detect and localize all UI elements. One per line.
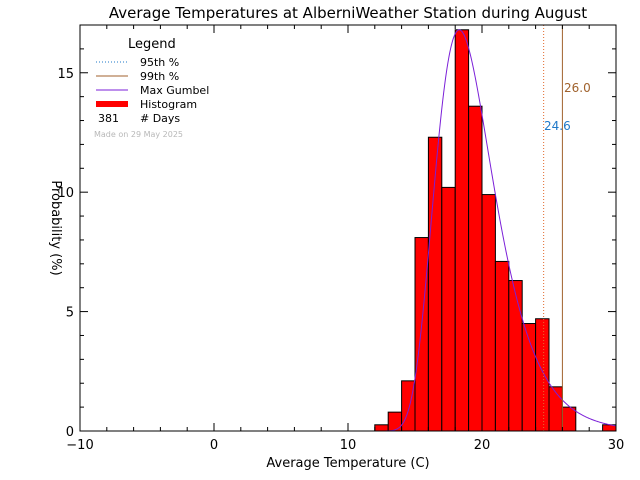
legend: Legend 95th % 99th % Max Gumbel Histogra…	[94, 37, 209, 139]
chart-title: Average Temperatures at AlberniWeather S…	[109, 4, 587, 22]
histogram-bar	[508, 280, 523, 432]
legend-label-95th: 95th %	[140, 56, 179, 69]
histogram-bar	[414, 237, 429, 432]
percentile-lines	[543, 25, 563, 431]
x-tick-label: 20	[474, 438, 491, 453]
histogram-bar	[548, 386, 563, 432]
legend-label-99th: 99th %	[140, 70, 179, 83]
x-axis-label: Average Temperature (C)	[266, 456, 429, 471]
y-tick-label: 10	[57, 186, 74, 201]
x-tick-label: 0	[210, 438, 218, 453]
y-axis-ticks: 0 5 10 15	[57, 48, 616, 440]
x-tick-label: 30	[608, 438, 625, 453]
histogram-bar	[441, 186, 456, 432]
legend-title: Legend	[128, 37, 176, 52]
y-tick-label: 15	[57, 67, 74, 82]
x-axis-ticks: −10 0 10 20 30	[66, 25, 624, 453]
x-tick-label: −10	[66, 438, 93, 453]
percentile-99-label: 26.0	[564, 81, 591, 95]
x-tick-label: 10	[340, 438, 357, 453]
histogram-bar	[387, 411, 403, 432]
histogram-bar	[535, 318, 550, 432]
y-axis-label: Probability (%)	[48, 180, 63, 275]
percentile-95-label: 24.6	[544, 119, 571, 133]
histogram-bar	[468, 105, 483, 432]
y-tick-label: 0	[66, 425, 74, 440]
y-tick-label: 5	[66, 306, 74, 321]
histogram-bar	[481, 194, 496, 432]
histogram-bar	[454, 29, 470, 432]
histogram-bar	[374, 424, 389, 432]
legend-count-label: # Days	[140, 112, 180, 125]
histogram-bar	[494, 260, 510, 432]
histogram-bar	[561, 406, 577, 432]
legend-count-value: 381	[98, 112, 119, 125]
made-on-note: Made on 29 May 2025	[94, 130, 183, 139]
legend-label-histogram: Histogram	[140, 98, 197, 111]
legend-label-gumbel: Max Gumbel	[140, 84, 209, 97]
